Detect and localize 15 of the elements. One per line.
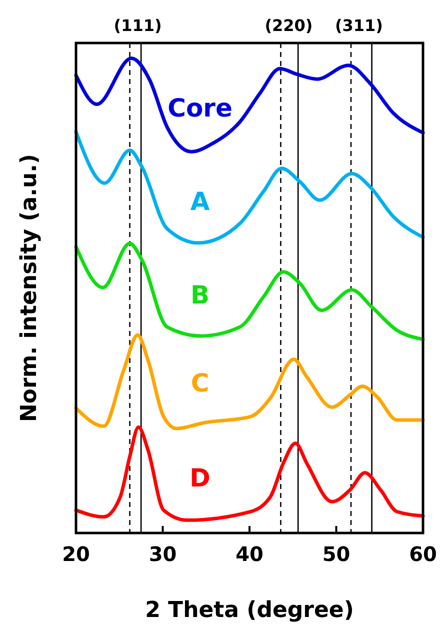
x-tick-label: 30	[148, 542, 177, 566]
series-label: D	[190, 463, 210, 492]
text: (111)	[114, 16, 162, 35]
x-tick-label: 40	[236, 542, 264, 566]
x-tick-label: 20	[62, 542, 90, 566]
series-label: C	[190, 368, 210, 398]
x-tick-label: 60	[409, 542, 437, 566]
series-label: B	[190, 280, 210, 310]
text: (311)	[334, 16, 384, 35]
text: (220)	[264, 16, 313, 35]
x-axis-title: 2 Theta (degree)	[145, 598, 354, 623]
series-label: A	[190, 187, 210, 216]
y-axis-title: Norm. intensity (a.u.)	[17, 154, 42, 422]
x-tick-label: 50	[322, 542, 350, 566]
series-label: Core	[168, 93, 232, 122]
